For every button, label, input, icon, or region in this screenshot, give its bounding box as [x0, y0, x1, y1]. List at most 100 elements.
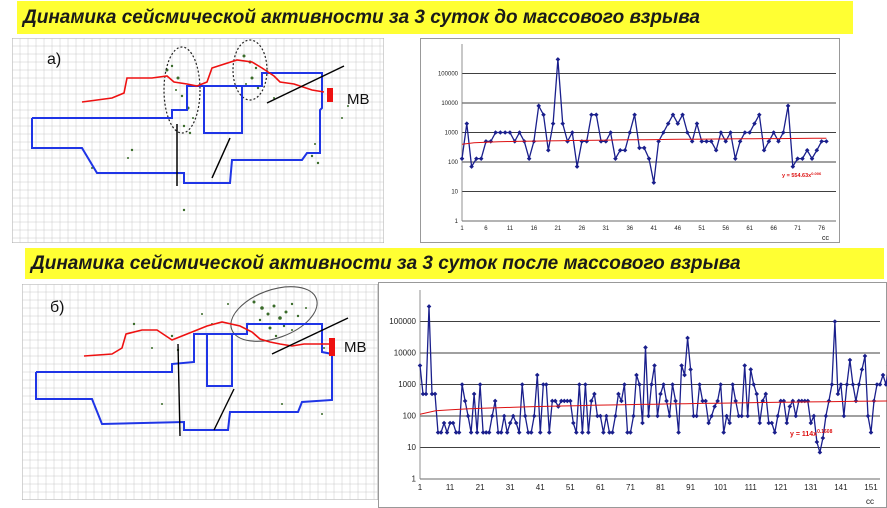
data-point [550, 121, 556, 126]
data-point [616, 391, 621, 397]
data-point [450, 420, 456, 426]
data-point [592, 391, 597, 397]
x-tick-label: 141 [834, 483, 848, 492]
data-point [865, 413, 871, 419]
data-point [640, 420, 645, 426]
data-point [689, 139, 695, 144]
data-point [766, 139, 772, 144]
data-point [763, 391, 769, 397]
data-point [745, 413, 751, 419]
data-point [652, 363, 657, 368]
red-level-line [81, 59, 325, 103]
data-point [814, 147, 820, 153]
data-point [534, 372, 540, 378]
mine-contour [35, 323, 333, 431]
data-point [627, 130, 633, 135]
blast-marker-label: МВ [347, 91, 370, 108]
data-point [613, 156, 618, 161]
data-point [601, 430, 606, 435]
x-tick-label: 66 [770, 226, 777, 232]
data-point [574, 164, 580, 169]
data-point [622, 382, 627, 387]
data-point [598, 413, 603, 419]
data-point [814, 439, 820, 445]
data-point [769, 420, 775, 426]
data-point [637, 382, 642, 387]
x-tick-label: 21 [555, 226, 562, 232]
data-point [835, 391, 841, 397]
x-tick-label: 31 [506, 483, 515, 492]
data-point [751, 382, 757, 387]
data-point [641, 145, 647, 151]
data-point [619, 398, 624, 404]
data-point [754, 391, 760, 397]
y-tick-label: 10000 [441, 101, 458, 107]
data-point [844, 382, 850, 387]
data-point [478, 156, 484, 161]
data-point [862, 353, 868, 359]
data-point [549, 398, 555, 404]
data-point [880, 372, 886, 378]
x-tick-label: 11 [507, 226, 514, 232]
data-point [486, 430, 492, 435]
data-point [724, 413, 729, 419]
data-point [577, 382, 582, 387]
data-point [718, 130, 724, 135]
x-tick-label: 51 [698, 226, 705, 232]
data-point [809, 156, 815, 161]
data-point [841, 413, 847, 419]
data-point [703, 398, 708, 404]
seismic-map-before: МВ а) [12, 38, 384, 243]
data-point [757, 420, 763, 426]
data-point [435, 430, 441, 435]
data-point [785, 103, 791, 109]
event-cluster-outline [230, 286, 318, 342]
data-point [823, 413, 829, 419]
x-tick-label: 16 [531, 226, 538, 232]
data-point [625, 430, 630, 435]
data-point [480, 430, 486, 435]
data-point [820, 435, 826, 441]
data-point [709, 139, 714, 144]
trendline-equation: y = 114x0.1608 [790, 429, 833, 438]
chart-gridlines [419, 290, 880, 480]
x-tick-label: 121 [774, 483, 788, 492]
x-tick-label: 61 [596, 483, 605, 492]
data-point [634, 372, 639, 378]
fault-line [177, 343, 181, 437]
data-point [709, 413, 714, 419]
data-point [685, 335, 690, 341]
data-point [610, 430, 615, 435]
data-point [682, 372, 687, 378]
x-axis-ticks: 1 6 11 16 21 26 31 36 41 46 51 56 61 66 71 76 [460, 226, 825, 232]
data-point [706, 420, 711, 426]
data-point [649, 382, 654, 387]
x-axis-unit: сс [866, 497, 874, 506]
x-tick-label: 61 [746, 226, 753, 232]
data-point [661, 130, 666, 135]
x-tick-label: 91 [686, 483, 695, 492]
trendline [419, 400, 887, 415]
data-point [571, 420, 576, 426]
data-point [658, 391, 663, 397]
y-tick-label: 100000 [438, 72, 459, 78]
fault-line [271, 317, 349, 355]
data-point [540, 382, 546, 387]
data-point [733, 398, 738, 404]
data-point [776, 139, 781, 144]
data-point [730, 382, 735, 387]
trendline-equation: y = 554.63x0.006 [782, 171, 822, 179]
data-point [771, 130, 776, 135]
data-point [688, 367, 693, 372]
map-grid [12, 38, 384, 243]
data-point [637, 145, 642, 151]
data-point [580, 430, 585, 435]
data-point [685, 130, 690, 135]
data-point [646, 413, 651, 419]
red-level-line [83, 321, 332, 357]
y-tick-label: 1000 [398, 380, 416, 389]
data-point [453, 430, 459, 435]
x-tick-label: 81 [656, 483, 665, 492]
data-point [790, 164, 796, 169]
